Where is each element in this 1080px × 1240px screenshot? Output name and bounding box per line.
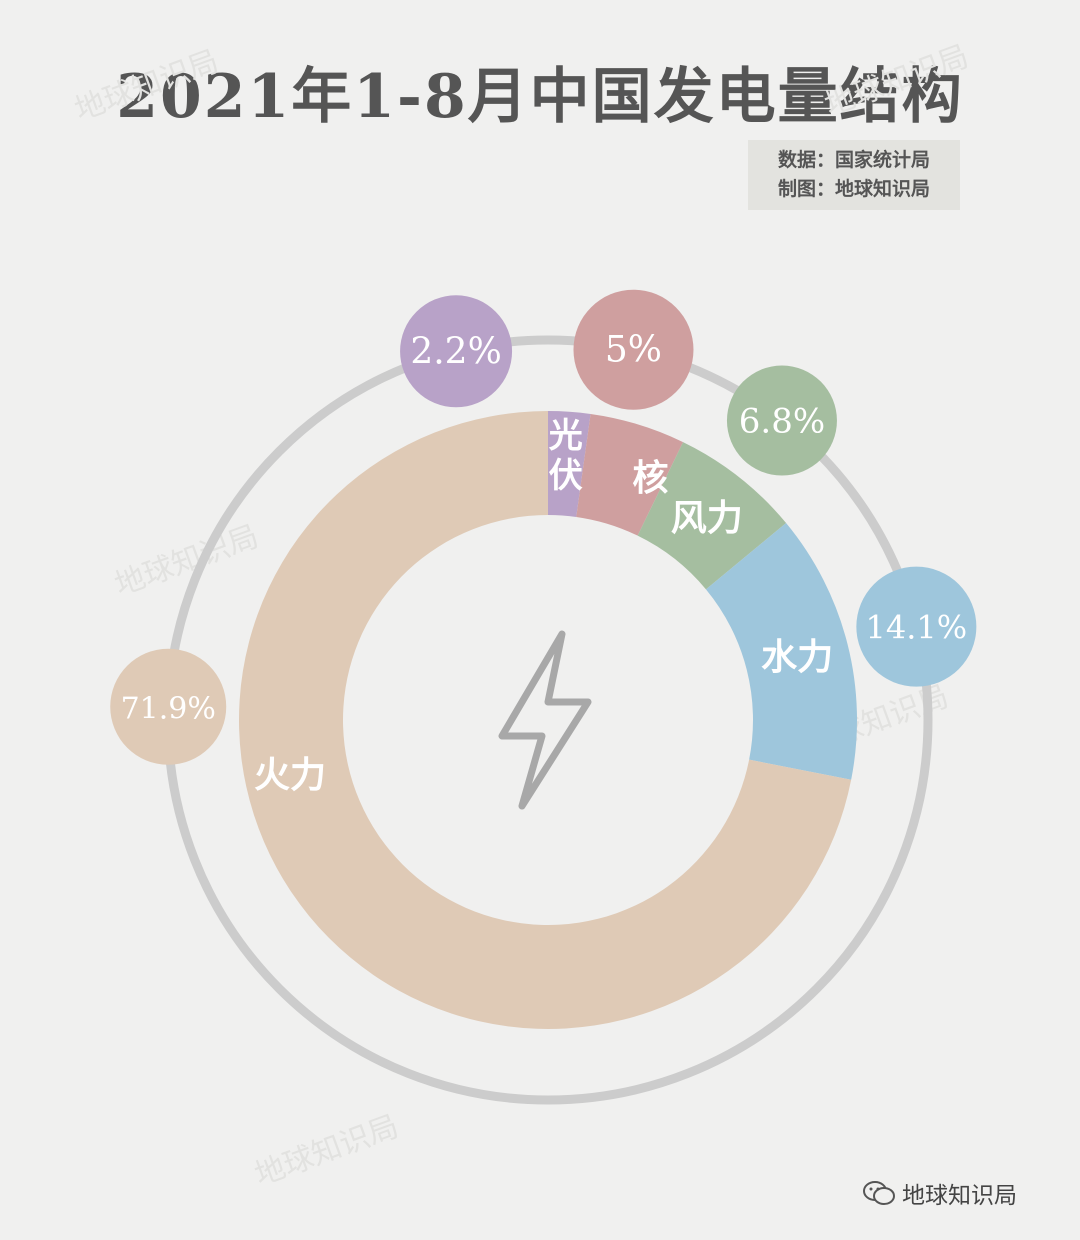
watermark-text: 地球知识局 (70, 44, 223, 128)
slice-wind (637, 442, 787, 590)
source-author-line: 制图：地球知识局 (777, 178, 930, 200)
wechat-icon (863, 1181, 895, 1205)
value-label-hydro: 14.1% (866, 609, 968, 647)
brand-tag: 地球知识局 (862, 1176, 1017, 1210)
value-label-photovoltaic: 2.2% (410, 331, 501, 372)
chart-title: 2021年1-8月中国发电量结构 (116, 62, 964, 132)
value-bubble-photovoltaic (400, 295, 513, 408)
category-label-photovoltaic: 光伏 (549, 416, 583, 496)
brand-name: 地球知识局 (902, 1183, 1017, 1209)
category-label-hydro: 水力 (761, 637, 833, 678)
category-labels: 光伏核风力水力火力 (254, 416, 833, 796)
slice-hydro (705, 523, 857, 780)
donut-slices (238, 411, 857, 1029)
value-label-nuclear: 5% (605, 330, 662, 371)
value-bubble-nuclear (573, 289, 694, 410)
category-label-thermal: 火力 (254, 755, 326, 796)
slice-photovoltaic (548, 411, 591, 517)
slice-thermal (238, 411, 852, 1029)
value-bubble-wind (726, 365, 837, 476)
value-label-wind: 6.8% (739, 402, 825, 442)
source-note: 数据：国家统计局 制图：地球知识局 (748, 140, 960, 210)
watermark-text: 地球知识局 (820, 39, 973, 123)
value-label-thermal: 71.9% (121, 692, 216, 727)
watermark-text: 地球知识局 (250, 1109, 403, 1193)
source-data-line: 数据：国家统计局 (777, 149, 930, 171)
category-label-wind: 风力 (671, 498, 743, 539)
category-label-nuclear: 核 (632, 458, 668, 499)
value-bubble-thermal (110, 648, 227, 765)
value-bubble-hydro (856, 566, 977, 687)
value-bubbles: 2.2% 5% 6.8% 14.1% 71.9% (110, 289, 977, 765)
slice-nuclear (576, 413, 684, 536)
lightning-bolt-icon (498, 630, 592, 810)
